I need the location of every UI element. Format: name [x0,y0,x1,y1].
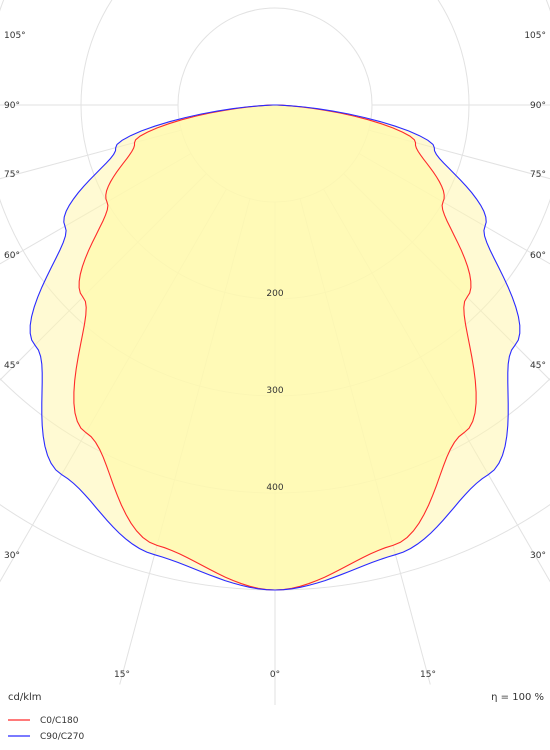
angle-label-bottom-2: 15° [420,670,436,680]
axis-label-layer: 200 300 400 105° 90° 75° 60° 45° 30° 105° 90° 75° 60… [4,31,546,680]
legend-label-c90-c270: C90/C270 [40,732,85,742]
unit-label: cd/klm [8,692,42,703]
angle-label-right-3: 60° [530,251,546,261]
series-fill-1 [30,105,520,590]
grid-spoke-75 [368,129,550,180]
angle-label-bottom-1: 0° [270,670,280,680]
radial-tick-300: 300 [266,386,283,396]
angle-label-bottom-0: 15° [114,670,130,680]
distribution-fill-layer [30,105,520,590]
legend: C0/C180 C90/C270 [8,716,85,742]
angle-label-left-2: 75° [4,170,20,180]
angle-label-right-2: 75° [530,170,546,180]
angle-label-left-4: 45° [4,361,20,371]
angle-label-right-4: 45° [530,361,546,371]
angle-label-left-5: 30° [4,551,20,561]
series-line-c90-c270 [29,104,521,591]
efficiency-label: η = 100 % [491,692,544,703]
angle-label-right-1: 90° [530,101,546,111]
radial-tick-400: 400 [266,483,283,493]
angle-label-left-1: 90° [4,101,20,111]
grid-spoke--75 [0,129,182,180]
angle-label-right-0: 105° [524,31,546,41]
angle-label-right-5: 30° [530,551,546,561]
angle-label-left-3: 60° [4,251,20,261]
legend-label-c0-c180: C0/C180 [40,716,79,726]
radial-tick-200: 200 [266,289,283,299]
angle-label-left-0: 105° [4,31,26,41]
distribution-line-layer [29,104,521,591]
